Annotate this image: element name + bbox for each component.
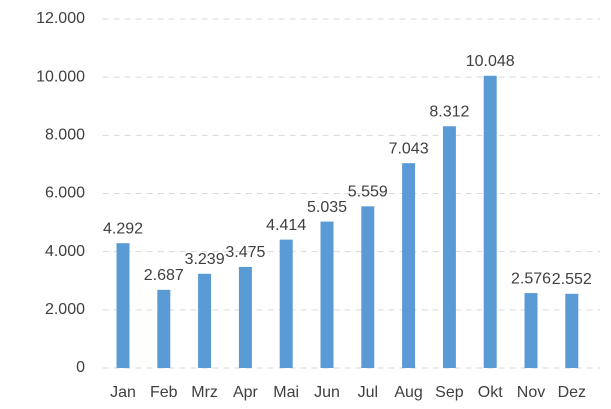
y-tick-label: 10.000 [36,68,85,85]
bar [320,221,334,368]
bar [279,239,293,368]
bar [402,163,416,368]
data-label: 4.414 [266,217,306,234]
data-label: 10.048 [466,53,515,70]
data-label: 4.292 [103,220,143,237]
y-tick-label: 2.000 [45,301,85,318]
data-label: 2.576 [511,270,551,287]
x-tick-label: Jan [110,384,136,401]
bar [442,126,456,368]
bar [116,243,130,368]
bar [483,75,497,369]
x-tick-label: Dez [558,384,586,401]
data-label: 5.035 [307,199,347,216]
data-label: 8.312 [429,103,469,120]
bar [565,293,579,368]
y-tick-label: 0 [76,359,85,376]
bar [361,206,375,368]
data-label: 5.559 [348,184,388,201]
bar [238,266,252,368]
x-tick-label: Nov [517,384,545,401]
x-tick-label: Okt [478,384,503,401]
data-label: 2.687 [144,267,184,284]
y-tick-label: 4.000 [45,243,85,260]
data-label: 3.475 [225,244,265,261]
y-tick-label: 8.000 [45,127,85,144]
x-tick-label: Mrz [191,384,218,401]
bar [198,273,212,368]
y-tick-label: 6.000 [45,185,85,202]
x-tick-label: Feb [150,384,178,401]
x-tick-label: Mai [273,384,299,401]
x-tick-label: Apr [233,384,259,401]
x-tick-label: Sep [435,384,464,401]
x-tick-label: Jun [314,384,340,401]
data-label: 2.552 [552,271,592,288]
data-label: 7.043 [389,140,429,157]
data-label: 3.239 [185,251,225,268]
bar [524,293,538,368]
bar [157,289,171,368]
y-tick-label: 12.000 [36,10,85,27]
x-tick-label: Jul [358,384,378,401]
x-tick-label: Aug [394,384,422,401]
